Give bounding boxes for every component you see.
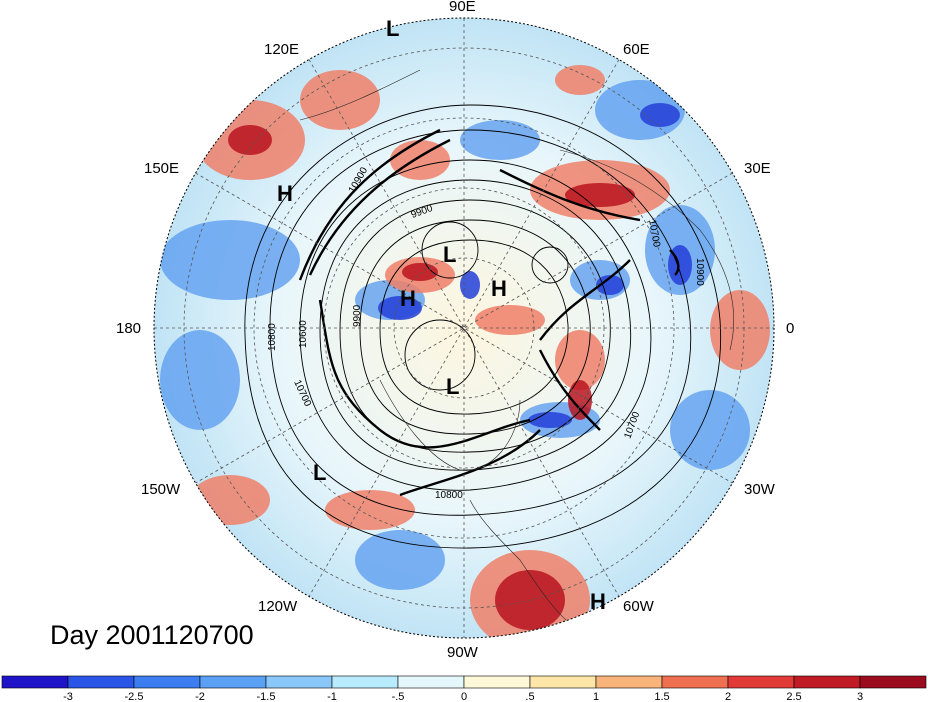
colorbar-tick-label: 1 [593,691,599,702]
anomaly-shading [154,18,774,638]
longitude-label-150e: 150E [144,160,180,177]
colorbar-swatch [1,675,69,689]
colorbar: -3 -2.5 -2 -1.5 -1 -.5 0 .5 1 1.5 2 2.5 3 [1,675,927,702]
colorbar-swatch [133,675,201,689]
contour-label: 10800 [435,490,463,501]
colorbar-tick-label: 2 [725,691,731,702]
longitude-label-120w: 120W [258,598,298,615]
longitude-label-60w: 60W [623,598,654,615]
colorbar-swatch [67,675,135,689]
longitude-label-120e: 120E [264,41,300,58]
longitude-label-90e: 90E [449,0,476,15]
longitude-label-60e: 60E [623,41,650,58]
longitude-label-90w: 90W [447,644,478,661]
colorbar-swatch [529,675,597,689]
colorbar-swatch [793,675,861,689]
high-pressure-marker: H [400,286,416,311]
low-pressure-marker: L [443,242,456,267]
contour-label: 10800 [267,323,278,351]
colorbar-tick-label: -1 [327,691,337,702]
colorbar-swatch [859,675,927,689]
colorbar-swatch [265,675,333,689]
colorbar-tick-label: .5 [525,691,534,702]
colorbar-swatch [199,675,267,689]
low-pressure-marker: L [313,460,326,485]
longitude-label-180: 180 [116,320,142,337]
low-pressure-marker: L [386,16,399,41]
longitude-label-150w: 150W [141,481,181,498]
contour-label: 10600 [298,320,309,348]
contour-label: 10900 [694,258,705,286]
contour-label: 10700 [646,219,662,249]
colorbar-swatch [463,675,531,689]
colorbar-tick-label: 1.5 [654,691,669,702]
colorbar-tick-label: -1.5 [257,691,276,702]
low-pressure-marker: L [446,374,459,399]
colorbar-tick-label: 3 [857,691,863,702]
high-pressure-marker: H [491,276,507,301]
longitude-label-30e: 30E [744,160,771,177]
longitude-label-0: 0 [786,320,795,337]
colorbar-tick-label: -3 [63,691,73,702]
high-pressure-marker: H [277,181,293,206]
longitude-label-30w: 30W [744,481,775,498]
high-pressure-marker: H [590,589,606,614]
colorbar-tick-label: -2 [195,691,205,702]
colorbar-swatch [661,675,729,689]
colorbar-tick-label: 2.5 [786,691,801,702]
colorbar-swatch [595,675,663,689]
contour-label: 9900 [352,304,363,327]
colorbar-tick-label: 0 [461,691,467,702]
colorbar-swatch [331,675,399,689]
colorbar-tick-label: -2.5 [125,691,144,702]
day-title: Day 2001120700 [50,620,254,650]
colorbar-swatch [397,675,465,689]
colorbar-swatch [727,675,795,689]
colorbar-tick-label: -.5 [392,691,405,702]
